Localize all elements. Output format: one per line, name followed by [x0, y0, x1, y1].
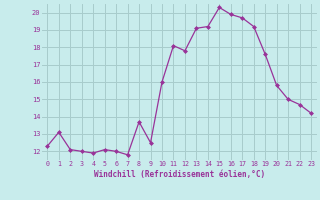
- X-axis label: Windchill (Refroidissement éolien,°C): Windchill (Refroidissement éolien,°C): [94, 170, 265, 179]
